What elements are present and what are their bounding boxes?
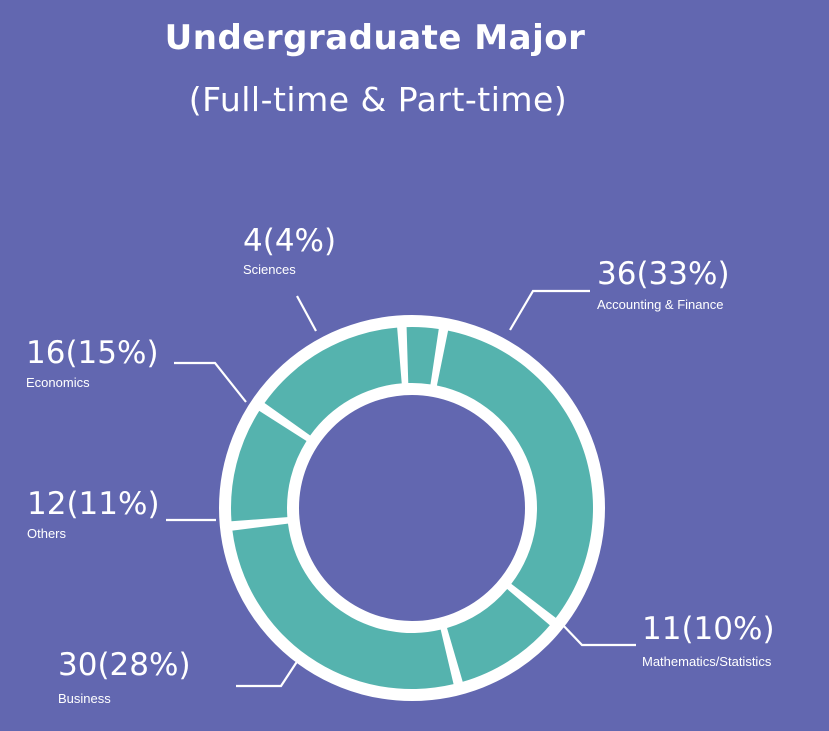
leader-line-economics [174,361,247,403]
category-label-business: Business [58,691,111,706]
slice-sciences [406,327,439,385]
chart-title: Undergraduate Major [164,18,586,58]
value-label-accounting-finance: 36(33%) [597,256,730,292]
value-label-sciences: 4(4%) [243,223,336,259]
leader-line-accounting-finance [509,289,590,331]
leader-line-sciences [296,295,317,332]
leader-line-business [236,656,301,688]
slice-economics [264,327,402,436]
category-label-mathematics-statistics: Mathematics/Statistics [642,654,772,669]
slice-others [231,410,307,522]
value-label-economics: 16(15%) [26,335,159,371]
value-label-mathematics-statistics: 11(10%) [642,611,775,647]
slice-business [232,523,454,689]
category-label-accounting-finance: Accounting & Finance [597,297,723,312]
leader-line-mathematics-statistics [559,621,636,647]
value-label-business: 30(28%) [58,647,191,683]
category-label-sciences: Sciences [243,262,296,277]
category-label-economics: Economics [26,375,90,390]
category-label-others: Others [27,526,67,541]
value-label-others: 12(11%) [27,486,160,522]
slice-mathematics-statistics [447,589,550,682]
slice-accounting-finance [436,330,594,618]
chart-subtitle: (Full-time & Part-time) [188,80,568,119]
